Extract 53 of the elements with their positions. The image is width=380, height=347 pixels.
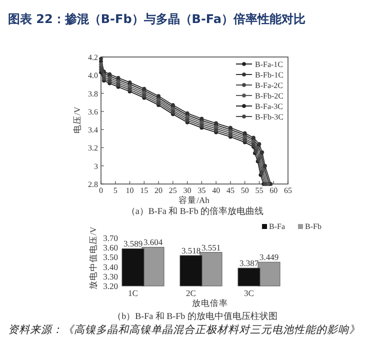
y-tick-label: 3.60	[103, 242, 118, 253]
y-tick-label: 3.4	[88, 126, 98, 135]
text: 资料来源：《高镍多晶和高镍单晶混合正极材料对三元电池性能的影响》	[8, 324, 360, 336]
x-tick-label: 10	[126, 186, 134, 195]
x-tick-label: 65	[284, 186, 292, 195]
y-tick-label: 2.8	[88, 180, 98, 189]
x-tick-label: 45	[226, 186, 234, 195]
legend-label: B-Fa-1C	[255, 60, 283, 69]
y-axis-title: 放电中值电压/V	[88, 226, 98, 290]
data-label: 3.589	[123, 238, 143, 249]
data-label: 3.387	[239, 258, 259, 268]
y-tick-label: 3.70	[103, 233, 118, 243]
x-tick-label: 20	[154, 186, 163, 195]
legend-label: B-Fb-2C	[255, 92, 284, 100]
x-axis-title: 放电倍率	[192, 298, 228, 308]
x-tick-label: 35	[198, 186, 206, 195]
x-tick-label: 0	[99, 186, 103, 195]
x-tick-label: 15	[140, 186, 148, 195]
legend-label: B-Fa	[269, 222, 286, 231]
y-tick-label: 3.6	[88, 107, 98, 116]
x-tick-label: 60	[270, 186, 278, 195]
x-tick-label: 25	[168, 186, 177, 195]
y-axis-title: 电压/V	[72, 106, 82, 134]
y-tick-label: 3.30	[103, 271, 118, 282]
data-label: 3.518	[181, 245, 201, 256]
x-axis-title: 容量/Ah	[178, 195, 210, 205]
x-tick-label: 3C	[244, 288, 254, 298]
y-tick-label: 3.50	[103, 252, 118, 262]
text: （a）B-Fa 和 B-Fb 的倍率放电曲线	[126, 206, 264, 216]
x-tick-label: 2C	[186, 288, 196, 298]
x-tick-label: 1C	[128, 288, 138, 298]
data-label: 3.449	[259, 252, 279, 262]
x-tick-label: 40	[212, 186, 220, 195]
x-tick-label: 30	[183, 186, 192, 195]
y-tick-label: 3.2	[88, 144, 98, 153]
legend-label: B-Fb-1C	[255, 70, 284, 80]
legend-label: B-Fa-2C	[255, 81, 283, 90]
text: （b）B-Fa 和 B-Fb 的放电中值电压柱状图	[112, 311, 278, 321]
y-tick-label: 3.40	[103, 262, 118, 272]
chart-title: 图表 22：掺混（B-Fb）与多晶（B-Fa）倍率性能对比	[8, 12, 306, 26]
data-label: 3.604	[143, 237, 164, 248]
legend-label: B-Fa-3C	[255, 102, 283, 111]
x-tick-label: 55	[255, 186, 264, 195]
y-tick-label: 3	[94, 162, 98, 171]
x-tick-label: 5	[113, 186, 118, 195]
y-tick-label: 3.8	[88, 89, 98, 98]
y-tick-label: 4.2	[88, 53, 98, 62]
data-label: 3.551	[201, 242, 221, 252]
y-tick-label: 3.20	[103, 281, 118, 291]
legend-label: B-Fb	[305, 222, 322, 231]
y-tick-label: 4.0	[88, 71, 98, 80]
x-tick-label: 50	[240, 186, 249, 195]
legend-label: B-Fb-3C	[255, 112, 284, 122]
